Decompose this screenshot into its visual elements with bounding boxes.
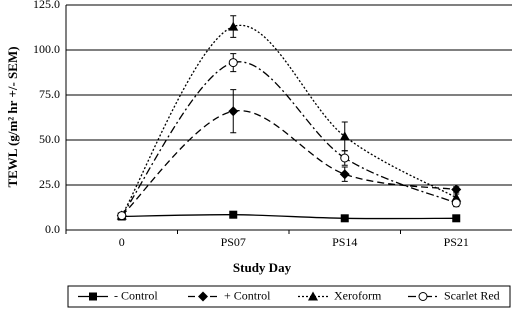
series-line: [121, 110, 457, 217]
data-point: [228, 21, 239, 31]
data-point: [340, 214, 349, 223]
legend-marker: [198, 291, 208, 302]
data-point: [451, 184, 462, 195]
data-point: [228, 58, 238, 68]
x-tick-label: PS07: [221, 235, 246, 249]
y-tick-label: 25.0: [39, 177, 60, 191]
y-tick-label: 100.0: [33, 42, 60, 56]
data-point: [339, 169, 350, 180]
x-tick-label: PS14: [332, 235, 357, 249]
legend-marker: [418, 292, 428, 301]
data-point: [229, 210, 238, 219]
legend-label: Xeroform: [334, 288, 382, 302]
x-tick-label: PS21: [444, 235, 469, 249]
data-point: [339, 131, 350, 141]
y-tick-label: 50.0: [39, 132, 60, 146]
legend-box: [67, 285, 511, 308]
y-tick-label: 0.0: [45, 222, 60, 236]
series-line: [121, 214, 457, 220]
series-line: [121, 61, 457, 216]
legend-label: + Control: [224, 288, 271, 302]
legend-marker: [308, 291, 318, 301]
x-axis-label: Study Day: [233, 260, 292, 275]
y-tick-label: 125.0: [33, 0, 60, 11]
data-point: [451, 198, 461, 208]
series-line: [121, 24, 457, 216]
legend-marker: [89, 292, 97, 301]
data-point: [228, 106, 239, 117]
data-point: [340, 153, 350, 163]
x-tick-label: 0: [119, 235, 125, 249]
y-tick-label: 75.0: [39, 87, 60, 101]
legend-label: Scarlet Red: [444, 288, 500, 302]
legend-label: - Control: [114, 288, 158, 302]
data-point: [117, 211, 127, 221]
data-point: [452, 214, 461, 223]
y-axis-label: TEWL (g/m² hr +/- SEM): [5, 46, 20, 187]
